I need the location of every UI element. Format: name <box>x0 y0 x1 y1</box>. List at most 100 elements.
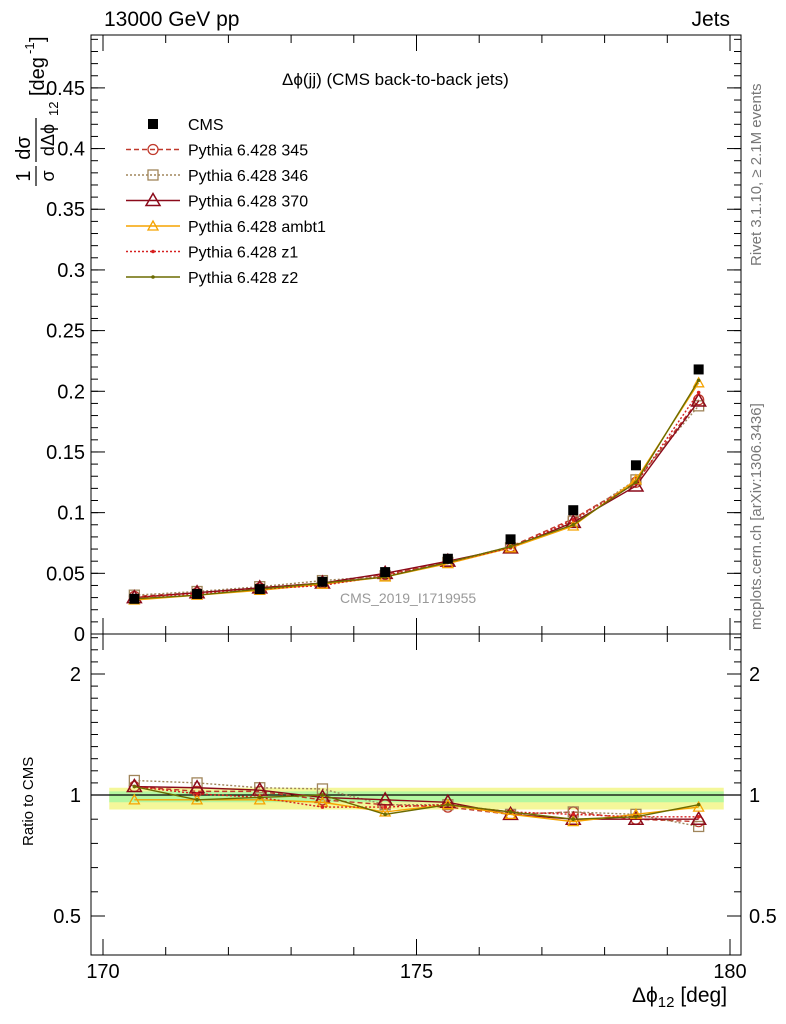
y-label-unit-exp: -1 <box>22 42 37 54</box>
data-point <box>192 588 203 599</box>
data-point <box>634 480 638 485</box>
y-tick-label: 0.15 <box>46 442 85 464</box>
ratio-point <box>571 812 576 817</box>
legend-marker <box>147 169 159 181</box>
ratio-line <box>134 785 699 823</box>
legend-label: Pythia 6.428 ambt1 <box>188 219 326 236</box>
legend-marker <box>147 143 159 156</box>
ratio-tick-label-right: 2 <box>749 664 760 686</box>
ratio-line <box>134 785 699 818</box>
data-point <box>693 364 704 375</box>
ratio-point <box>446 802 450 807</box>
series-line <box>134 379 700 600</box>
x-tick-label: 175 <box>400 961 433 983</box>
ratio-line <box>134 785 699 820</box>
y-label-dsigma: dσ <box>13 136 35 160</box>
legend-label: Pythia 6.428 346 <box>188 168 308 185</box>
ratio-series-pythia-6-428-z2 <box>132 784 701 821</box>
legend: CMS Pythia 6.428 345 Pythia 6.428 346 Pythi… <box>126 117 326 287</box>
ratio-tick-label-right: 0.5 <box>749 906 777 928</box>
data-point <box>692 376 705 388</box>
x-tick-label: 180 <box>713 961 746 983</box>
ratio-point <box>634 814 638 819</box>
x-axis-label: Δϕ12 [deg] <box>632 984 728 1012</box>
ratio-point <box>253 793 266 805</box>
ratio-tick-label-left: 2 <box>70 664 81 686</box>
y-label-numerator: 1 <box>13 170 35 181</box>
ratio-point <box>128 793 141 805</box>
data-point <box>508 544 513 549</box>
main-series-cms <box>129 364 704 604</box>
legend-marker <box>148 119 158 129</box>
energy-label: 13000 GeV pp <box>104 8 240 31</box>
ratio-point <box>376 791 394 806</box>
data-point <box>129 593 140 604</box>
y-label-unit-close: ] <box>27 36 49 42</box>
y-label-sub: 12 <box>46 102 61 116</box>
legend-marker <box>146 219 160 231</box>
ratio-point <box>191 785 203 798</box>
ratio-point <box>383 805 387 809</box>
data-point <box>505 534 516 545</box>
data-point <box>568 505 579 516</box>
y-tick-label: 0.35 <box>46 199 85 221</box>
data-point <box>696 390 701 395</box>
legend-marker <box>151 249 155 254</box>
ratio-point <box>690 810 707 825</box>
y-tick-label: 0.4 <box>57 139 85 161</box>
plot-title: Δϕ(jj) (CMS back-to-back jets) <box>282 70 509 89</box>
legend-label: Pythia 6.428 z2 <box>188 270 298 287</box>
data-point <box>630 460 641 471</box>
ratio-point <box>195 791 199 796</box>
y-label-unit: [deg <box>27 57 49 96</box>
main-series-pythia-6-428-370 <box>126 392 707 604</box>
ratio-point <box>126 778 143 793</box>
y-tick-label: 0.3 <box>57 260 85 282</box>
ratio-point <box>195 798 199 802</box>
ratio-line <box>134 779 699 828</box>
ratio-line <box>134 785 699 820</box>
y-tick-label: 0.1 <box>57 503 85 525</box>
ratio-point <box>693 820 705 833</box>
y-tick-label: 0.25 <box>46 321 85 343</box>
ratio-point <box>383 812 387 817</box>
data-point <box>380 567 391 578</box>
data-point <box>571 518 576 522</box>
y-label-denominator: σ <box>38 170 58 181</box>
legend-label: CMS <box>188 117 224 134</box>
legend-label: Pythia 6.428 370 <box>188 194 308 211</box>
series-line <box>134 405 700 596</box>
ratio-point <box>571 817 576 821</box>
ratio-point <box>132 784 137 789</box>
series-line <box>134 392 700 599</box>
x-tick-label: 170 <box>86 961 119 983</box>
x-ticks: 170 175 180 <box>86 35 747 983</box>
data-point <box>696 378 701 383</box>
ratio-point <box>439 793 457 809</box>
data-point <box>317 576 328 587</box>
ratio-point <box>504 808 517 820</box>
ratio-tick-label-right: 1 <box>749 785 760 807</box>
ratio-point <box>320 805 325 809</box>
y-tick-label: 0 <box>74 624 85 646</box>
stat-uncertainty-band <box>109 791 724 803</box>
data-point <box>254 584 265 595</box>
main-y-ticks: 0 0.05 0.1 0.15 0.2 0.25 0.3 0.35 0.4 0.45 <box>46 38 741 646</box>
legend-marker <box>144 192 162 207</box>
ratio-point <box>508 810 513 814</box>
y-tick-label: 0.45 <box>46 78 85 100</box>
legend-marker <box>151 275 155 279</box>
y-label-ddphi: dΔϕ <box>38 124 58 156</box>
data-point <box>690 392 707 407</box>
ratio-point <box>257 795 262 800</box>
analysis-watermark: CMS_2019_I1719955 <box>340 590 477 606</box>
ratio-point <box>320 793 325 797</box>
y-tick-label: 0.05 <box>46 563 85 585</box>
ratio-point <box>696 814 701 819</box>
main-y-axis-label: 1 σdσ dΔϕ 12 [deg -1] <box>13 36 61 186</box>
ratio-point <box>692 800 705 812</box>
ratio-point <box>696 802 701 807</box>
ratio-tick-label-left: 1 <box>70 785 81 807</box>
data-point <box>442 553 453 564</box>
